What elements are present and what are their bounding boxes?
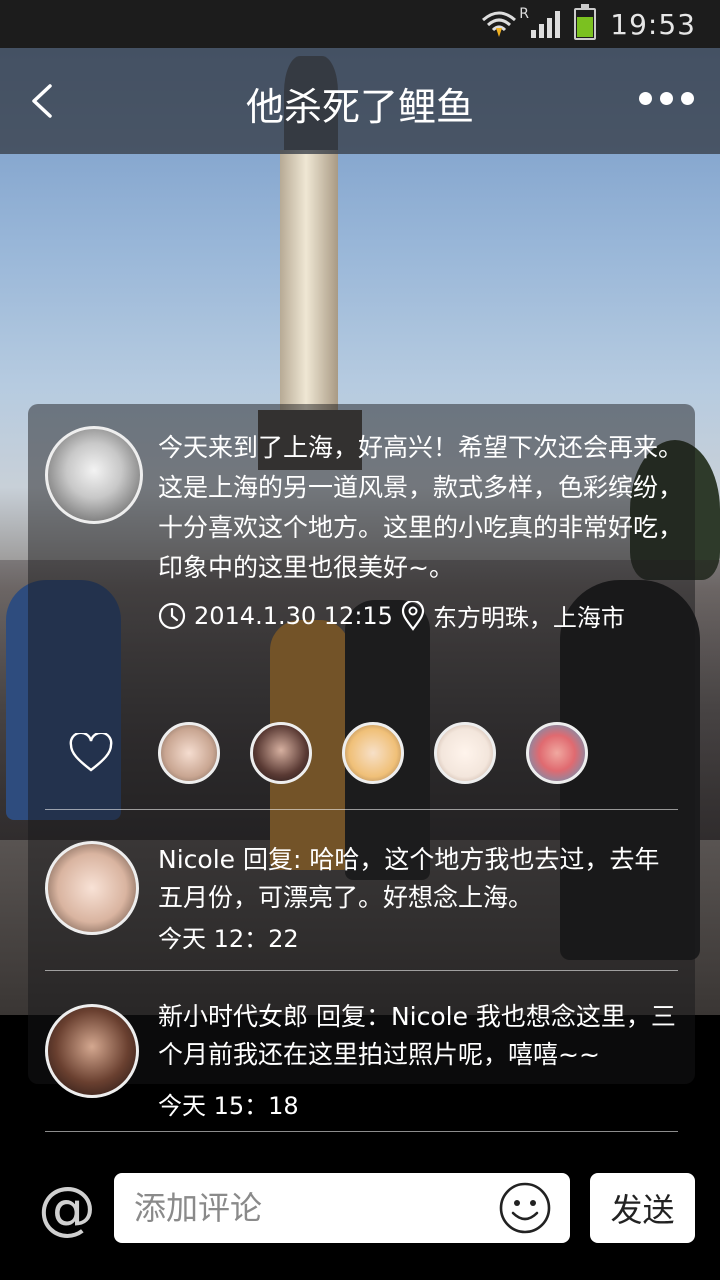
commenter-avatar[interactable] <box>45 1004 139 1098</box>
comment-item: 新小时代女郎 回复：Nicole 我也想念这里，三个月前我还在这里拍过照片呢，嘻… <box>45 998 685 1128</box>
cellular-signal-icon: R <box>519 6 561 38</box>
divider <box>45 970 678 971</box>
post-text: 今天来到了上海，好高兴！希望下次还会再来。这是上海的另一道风景，款式多样，色彩缤… <box>158 433 684 582</box>
emoji-icon[interactable] <box>498 1181 552 1235</box>
wifi-icon <box>482 11 517 37</box>
back-arrow-icon[interactable] <box>26 84 60 118</box>
divider <box>45 1131 678 1132</box>
tree <box>630 440 720 580</box>
liker-avatar[interactable] <box>526 722 588 784</box>
location-pin-icon <box>401 600 425 631</box>
comment-time: 今天 12：22 <box>158 925 299 953</box>
comment-text: Nicole 回复: 哈哈，这个地方我也去过，去年五月份，可漂亮了。好想念上海。 <box>158 845 660 912</box>
comment-time: 今天 15：18 <box>158 1092 299 1120</box>
more-options-icon[interactable] <box>639 92 694 105</box>
divider <box>45 809 678 810</box>
comment-composer: @ 发送 <box>0 1160 720 1260</box>
clock-icon <box>158 602 186 629</box>
mention-button[interactable]: @ <box>38 1174 96 1242</box>
post-card: 今天来到了上海，好高兴！希望下次还会再来。这是上海的另一道风景，款式多样，色彩缤… <box>28 404 695 1120</box>
monument-base <box>258 410 362 470</box>
liker-avatar[interactable] <box>158 722 220 784</box>
post-location[interactable]: 东方明珠，上海市 <box>432 604 625 632</box>
battery-icon <box>574 4 597 40</box>
title-bar: 他杀死了鲤鱼 <box>0 48 720 154</box>
liker-avatar[interactable] <box>434 722 496 784</box>
person-blue-jacket <box>6 580 121 820</box>
page-title: 他杀死了鲤鱼 <box>245 85 474 129</box>
background-photo <box>0 0 720 1015</box>
status-bar: R 19:53 <box>0 0 720 48</box>
post-meta: 2014.1.30 12:15 东方明珠，上海市 <box>158 598 625 633</box>
monument-column <box>280 150 338 450</box>
author-avatar[interactable] <box>45 426 143 524</box>
person-dark-coat <box>560 580 700 960</box>
comment-input-wrapper <box>114 1173 570 1243</box>
heart-icon[interactable] <box>68 733 114 773</box>
likes-row <box>68 722 588 784</box>
send-button[interactable]: 发送 <box>590 1173 695 1243</box>
comment-input[interactable] <box>132 1188 476 1228</box>
liker-avatar[interactable] <box>250 722 312 784</box>
post-datetime: 2014.1.30 12:15 <box>194 601 393 630</box>
comment-item: Nicole 回复: 哈哈，这个地方我也去过，去年五月份，可漂亮了。好想念上海。… <box>45 841 685 961</box>
commenter-avatar[interactable] <box>45 841 139 935</box>
liker-avatar[interactable] <box>342 722 404 784</box>
roaming-indicator: R <box>519 6 530 22</box>
comment-text: 新小时代女郎 回复：Nicole 我也想念这里，三个月前我还在这里拍过照片呢，嘻… <box>158 1002 676 1069</box>
clock: 19:53 <box>610 7 696 41</box>
